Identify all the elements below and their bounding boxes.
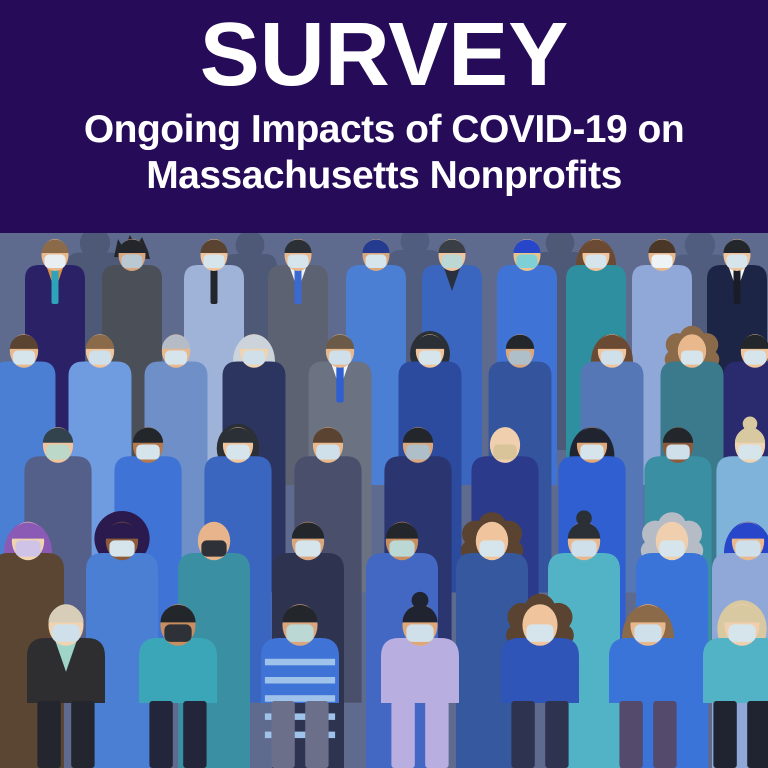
poster-title: SURVEY (199, 5, 569, 105)
header-banner: SURVEY Ongoing Impacts of COVID-19 on Ma… (0, 0, 768, 233)
poster-subtitle-line1: Ongoing Impacts of COVID-19 on (83, 107, 685, 151)
masked-crowd-illustration (0, 233, 768, 768)
poster-subtitle-line2: Massachusetts Nonprofits (146, 154, 622, 198)
crowd-svg (0, 233, 768, 768)
